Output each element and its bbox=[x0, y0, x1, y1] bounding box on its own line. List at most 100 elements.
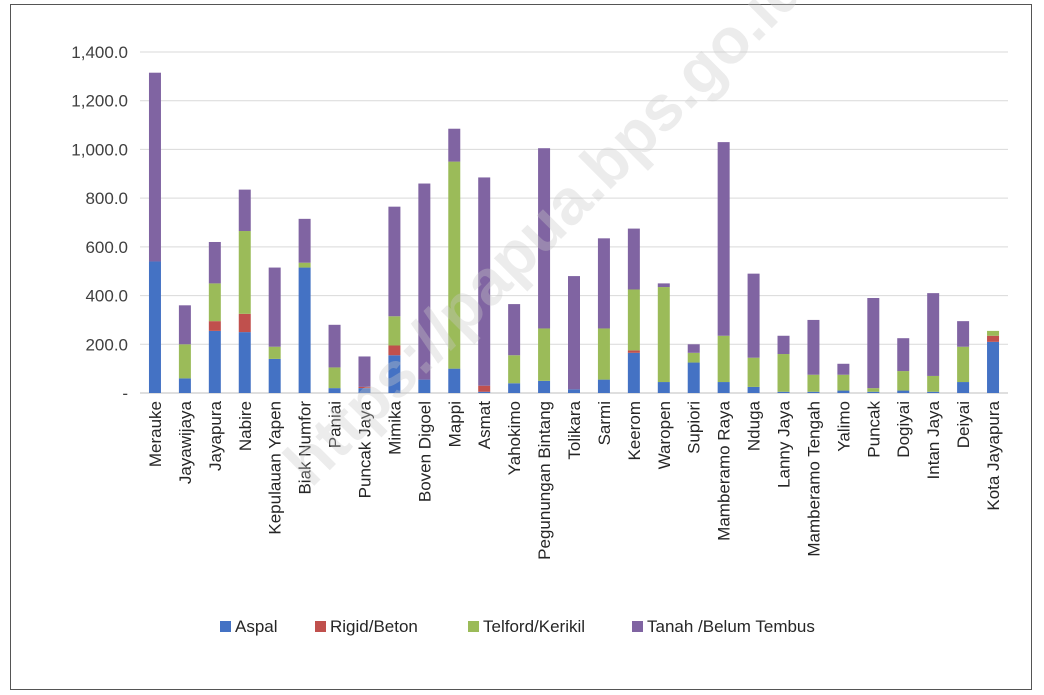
bar-segment bbox=[388, 355, 401, 393]
bar-segment bbox=[358, 356, 371, 387]
bar-segment bbox=[627, 289, 640, 351]
bar-segment bbox=[358, 388, 371, 393]
bar-segment bbox=[448, 161, 461, 369]
bar-segment bbox=[208, 241, 221, 284]
y-tick-label: 1,200.0 bbox=[71, 92, 128, 111]
bar-segment bbox=[538, 380, 551, 393]
bar-segment bbox=[238, 313, 251, 333]
x-tick-label: Pegunungan Bintang bbox=[535, 401, 554, 560]
x-tick-label: Tolikara bbox=[565, 400, 584, 459]
x-tick-label: Sarmi bbox=[595, 401, 614, 445]
bar-segment bbox=[867, 391, 880, 393]
bar-segment bbox=[148, 72, 161, 262]
bar-segment bbox=[867, 388, 880, 392]
legend-swatch bbox=[220, 621, 231, 632]
bar-segment bbox=[747, 386, 760, 393]
x-tick-label: Mimika bbox=[385, 400, 404, 454]
bar-segment bbox=[298, 267, 311, 393]
bar-segment bbox=[837, 363, 850, 375]
gridlines bbox=[140, 51, 1008, 394]
legend: Aspal Rigid/Beton Telford/Kerikil Tanah /Be… bbox=[220, 617, 815, 636]
bar-segment bbox=[388, 206, 401, 317]
bar-segment bbox=[388, 345, 401, 356]
y-tick-label: 800.0 bbox=[85, 189, 128, 208]
x-tick-label: Puncak Jaya bbox=[355, 400, 374, 498]
bar-segment bbox=[867, 298, 880, 389]
x-tick-label: Yalimo bbox=[834, 401, 853, 452]
x-tick-label: Waropen bbox=[655, 401, 674, 469]
y-tick-label: - bbox=[122, 384, 128, 403]
x-tick-label: Jayawijaya bbox=[176, 400, 195, 484]
bar-segment bbox=[687, 352, 700, 363]
x-tick-label: Yahokimo bbox=[505, 401, 524, 475]
bar-segment bbox=[597, 379, 610, 393]
x-tick-label: Nabire bbox=[236, 401, 255, 451]
bar-segment bbox=[178, 344, 191, 379]
bar-segment bbox=[418, 379, 431, 393]
bar-segment bbox=[777, 335, 790, 355]
bar-segment bbox=[568, 389, 580, 393]
bar-segment bbox=[837, 374, 850, 391]
bar-segment bbox=[747, 357, 760, 387]
bar-segment bbox=[987, 330, 1000, 336]
legend-label: Rigid/Beton bbox=[330, 617, 418, 636]
bar-segment bbox=[927, 375, 940, 392]
x-axis: Merauke Jayawijaya Jayapura Nabire Kepulauan… bbox=[146, 400, 1003, 559]
bar-segment bbox=[957, 346, 970, 383]
bar-segment bbox=[448, 368, 461, 393]
bar-segment bbox=[627, 228, 640, 290]
bar-segment bbox=[538, 328, 551, 381]
bar-segment bbox=[508, 383, 521, 393]
x-tick-label: Mamberamo Raya bbox=[715, 400, 734, 540]
x-tick-label: Mappi bbox=[445, 401, 464, 447]
bar-segment bbox=[238, 189, 251, 232]
bar-segment bbox=[807, 374, 820, 392]
bar-segment bbox=[657, 287, 670, 383]
bar-segment bbox=[478, 391, 491, 393]
bar-segment bbox=[777, 354, 790, 392]
bar-segment bbox=[927, 391, 940, 393]
bar-segment bbox=[358, 386, 371, 389]
bar-segment bbox=[897, 338, 910, 372]
x-tick-label: Merauke bbox=[146, 401, 165, 467]
legend-label: Aspal bbox=[235, 617, 278, 636]
bar-segment bbox=[448, 128, 461, 162]
legend-label: Telford/Kerikil bbox=[483, 617, 585, 636]
bar-segment bbox=[268, 358, 281, 393]
bar-segment bbox=[388, 316, 401, 346]
x-tick-label: Biak Numfor bbox=[296, 401, 315, 495]
bar-segment bbox=[298, 218, 311, 263]
bar-segment bbox=[807, 391, 820, 393]
bar-segment bbox=[538, 148, 551, 329]
bar-segment bbox=[208, 321, 221, 331]
x-tick-label: Jayapura bbox=[206, 400, 225, 470]
x-tick-label: Mamberamo Tengah bbox=[804, 401, 823, 557]
y-tick-label: 1,400.0 bbox=[71, 43, 128, 62]
x-tick-label: Kota Jayapura bbox=[984, 400, 1003, 510]
bar-segment bbox=[238, 231, 251, 314]
bar-segment bbox=[508, 355, 521, 384]
x-tick-label: Kepulauan Yapen bbox=[266, 401, 285, 535]
bar-segment bbox=[328, 367, 341, 389]
bar-segment bbox=[148, 261, 161, 393]
bar-segment bbox=[328, 324, 341, 368]
bar-segment bbox=[238, 332, 251, 393]
bar-segment bbox=[568, 276, 580, 390]
x-tick-label: Asmat bbox=[475, 401, 494, 449]
bar-segment bbox=[268, 267, 281, 347]
bar-segment bbox=[837, 390, 850, 393]
legend-label: Tanah /Belum Tembus bbox=[647, 617, 815, 636]
legend-swatch bbox=[315, 621, 326, 632]
bar-segment bbox=[178, 305, 191, 345]
x-tick-label: Puncak bbox=[864, 401, 883, 458]
bar-segment bbox=[478, 177, 491, 386]
y-tick-label: 600.0 bbox=[85, 238, 128, 257]
bars bbox=[148, 72, 1000, 393]
bar-segment bbox=[178, 378, 191, 393]
bar-segment bbox=[208, 330, 221, 393]
bar-segment bbox=[747, 273, 760, 358]
bar-segment bbox=[627, 350, 640, 353]
y-axis: - 200.0 400.0 600.0 800.0 1,000.0 1,200.0 1,400… bbox=[71, 43, 128, 403]
bar-segment bbox=[927, 293, 940, 376]
y-tick-label: 400.0 bbox=[85, 287, 128, 306]
